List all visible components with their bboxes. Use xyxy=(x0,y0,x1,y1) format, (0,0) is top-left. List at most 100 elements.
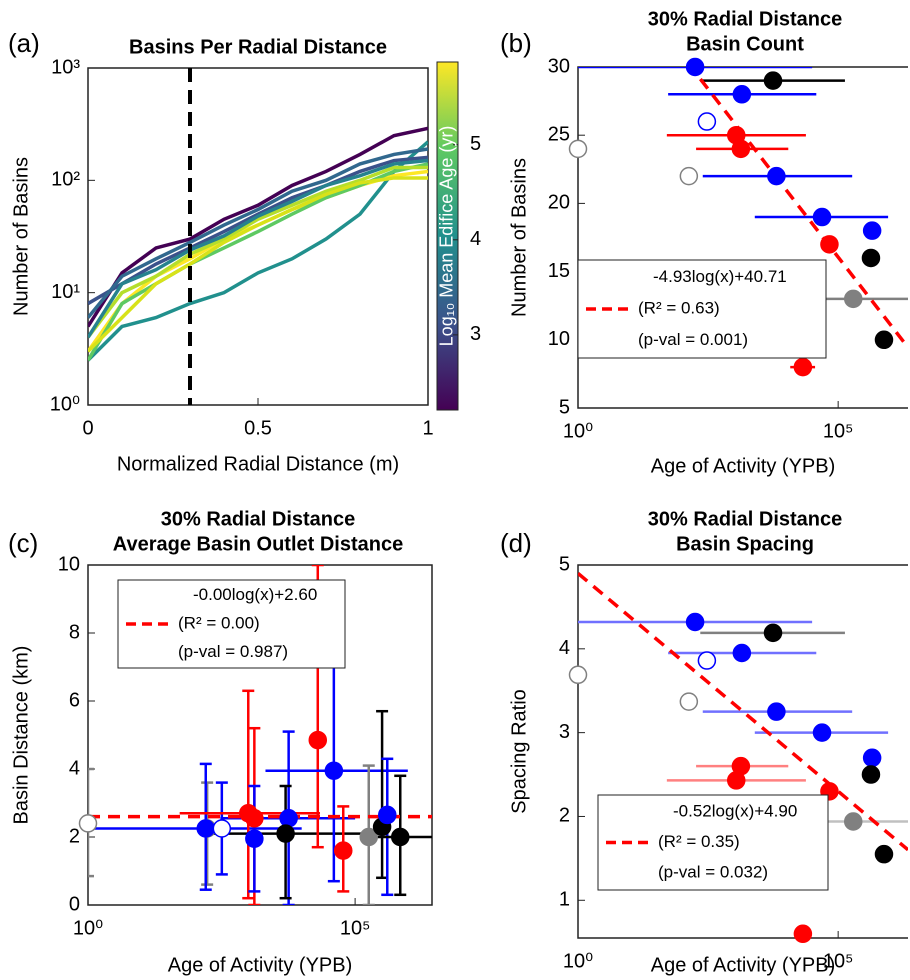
data-point xyxy=(732,85,752,104)
data-point xyxy=(196,819,215,838)
data-point xyxy=(378,805,397,825)
y-tick-label: 30 xyxy=(548,55,570,77)
fit-line xyxy=(578,572,908,852)
data-point xyxy=(793,357,813,377)
data-point xyxy=(245,809,264,828)
y-tick-label: 2 xyxy=(559,805,570,827)
data-point xyxy=(874,330,894,350)
data-line xyxy=(88,140,428,362)
data-point xyxy=(685,612,705,632)
axes-frame xyxy=(87,67,429,406)
x-axis-label: Age of Activity (YPB) xyxy=(651,455,836,477)
data-point xyxy=(862,221,882,240)
colorbar-tick-label: 3 xyxy=(470,323,481,345)
data-point xyxy=(279,809,298,828)
panel-title: Basin Spacing xyxy=(676,533,814,555)
legend-text: (p-val = 0.001) xyxy=(638,330,748,349)
data-point xyxy=(685,57,705,77)
panel-title: 30% Radial Distance xyxy=(161,508,356,530)
axes-frame xyxy=(577,564,908,939)
data-line xyxy=(88,147,428,319)
data-line xyxy=(88,158,428,339)
y-tick-label: 5 xyxy=(559,396,570,418)
panel-title: 30% Radial Distance xyxy=(648,8,843,30)
data-point xyxy=(679,166,699,186)
panel-label: (d) xyxy=(500,528,532,558)
data-point xyxy=(391,827,410,847)
panel-label: (a) xyxy=(8,28,40,58)
data-point xyxy=(732,643,752,663)
y-tick-label: 10 xyxy=(548,328,570,350)
y-tick-label: 10² xyxy=(51,169,80,191)
legend-text: -4.93log(x)+40.71 xyxy=(653,267,787,286)
data-point xyxy=(308,730,328,750)
y-tick-label: 0 xyxy=(69,893,80,915)
data-point xyxy=(78,814,98,833)
data-point xyxy=(767,702,786,721)
data-point xyxy=(843,812,863,831)
y-axis-label: Spacing Ratio xyxy=(508,689,530,814)
y-tick-label: 3 xyxy=(559,721,570,743)
panel-title: Basin Count xyxy=(686,33,804,55)
legend-box xyxy=(597,794,829,891)
data-line xyxy=(88,126,428,328)
x-tick-label: 0 xyxy=(82,417,93,439)
x-axis-label: Age of Activity (YPB) xyxy=(168,954,353,976)
legend-text: (R² = 0.35) xyxy=(658,832,740,851)
data-point xyxy=(697,651,717,670)
x-axis-label: Normalized Radial Distance (m) xyxy=(117,453,399,475)
x-tick-label: 10⁵ xyxy=(823,950,854,972)
data-point xyxy=(763,623,783,643)
panel-label: (c) xyxy=(8,528,38,558)
data-point xyxy=(874,844,894,864)
y-tick-label: 25 xyxy=(548,123,570,145)
data-point xyxy=(731,139,751,159)
y-tick-label: 15 xyxy=(548,260,570,282)
y-tick-label: 10³ xyxy=(51,56,80,78)
x-axis-label: Age of Activity (YPB) xyxy=(651,954,836,976)
data-point xyxy=(568,139,588,159)
data-point xyxy=(276,824,295,843)
x-tick-label: 10⁵ xyxy=(823,420,854,442)
y-tick-label: 5 xyxy=(559,553,570,575)
data-line xyxy=(88,165,428,339)
data-point xyxy=(861,765,881,784)
x-tick-label: 0.5 xyxy=(244,417,272,439)
y-tick-label: 1 xyxy=(559,889,570,911)
panel: (a) Basins Per Radial Distance Normalized … xyxy=(8,28,481,475)
data-point xyxy=(245,829,264,848)
colorbar-tick-label: 4 xyxy=(470,228,481,250)
y-tick-label: 4 xyxy=(69,757,80,779)
y-tick-label: 10⁰ xyxy=(50,393,80,415)
y-tick-label: 4 xyxy=(559,637,570,659)
colorbar-tick-label: 5 xyxy=(470,133,481,155)
panel-title: Average Basin Outlet Distance xyxy=(113,533,403,555)
legend-text: (p-val = 0.032) xyxy=(658,863,768,882)
panel-title: 30% Radial Distance xyxy=(648,508,843,530)
data-point xyxy=(861,248,881,268)
data-point xyxy=(763,71,783,90)
data-point xyxy=(812,207,832,227)
data-point xyxy=(793,924,813,944)
x-tick-label: 1 xyxy=(422,417,433,439)
y-axis-label: Number of Basins xyxy=(10,157,32,316)
data-point xyxy=(212,819,232,838)
legend-text: (R² = 0.00) xyxy=(178,613,260,632)
data-point xyxy=(568,665,588,685)
y-axis-label: Number of Basins xyxy=(508,158,530,317)
legend-box xyxy=(117,579,346,669)
data-point xyxy=(697,112,717,131)
panel-label: (b) xyxy=(500,28,532,58)
panel-title: Basins Per Radial Distance xyxy=(129,36,387,58)
x-tick-label: 10⁰ xyxy=(73,917,103,939)
legend-text: -0.52log(x)+4.90 xyxy=(673,801,797,820)
data-line xyxy=(88,155,428,306)
data-point xyxy=(359,827,378,847)
legend-text: -0.00log(x)+2.60 xyxy=(193,585,317,604)
colorbar xyxy=(436,61,459,411)
y-tick-label: 2 xyxy=(69,825,80,847)
data-line xyxy=(88,176,428,353)
legend-text: (R² = 0.63) xyxy=(638,298,720,317)
x-tick-label: 10⁵ xyxy=(340,917,371,939)
